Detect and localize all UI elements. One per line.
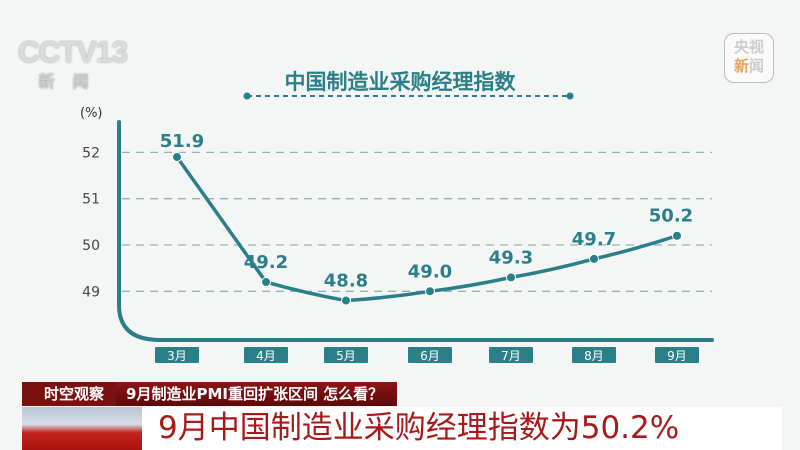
y-tick-label: 49 [82, 284, 100, 300]
logo-top: 央视 [733, 38, 764, 56]
logo-text: CCTV13 [18, 36, 128, 69]
x-tick-box [155, 347, 199, 363]
data-point [261, 277, 271, 288]
ticker-bottom: 9月中国制造业采购经理指数为50.2% [22, 407, 782, 450]
data-point [506, 272, 516, 283]
logo-b2: 闻 [749, 57, 765, 75]
cctv-news-logo: 央视 新闻 [724, 33, 774, 83]
title-dot-right [566, 92, 574, 100]
tiananmen-image [22, 407, 142, 450]
x-tick-label: 5月 [336, 349, 356, 363]
cctv13-logo: CCTV13 新闻 [18, 36, 128, 92]
logo-sub: 新闻 [38, 74, 107, 91]
data-label: 51.9 [160, 131, 204, 152]
x-tick-box [244, 347, 288, 363]
data-label: 49.2 [244, 252, 288, 273]
chart-title: 中国制造业采购经理指数 [284, 70, 516, 94]
data-point [172, 152, 182, 163]
data-point [341, 295, 351, 306]
headline: 9月中国制造业采购经理指数为50.2% [158, 410, 680, 446]
axis-line [117, 120, 714, 342]
data-label: 49.7 [572, 229, 616, 250]
x-tick-box [655, 347, 699, 363]
x-tick-box [324, 347, 368, 363]
x-tick-label: 6月 [420, 349, 440, 363]
series-line [175, 156, 678, 303]
y-tick-label: 50 [82, 238, 100, 254]
line-chart: (%) 49 50 51 52 3月 4月 5月 6月 7月 8月 9月 51.9 49.2 48.8 49.… [80, 92, 714, 363]
ticker-question: 9月制造业PMI重回扩张区间 怎么看？ [116, 382, 398, 406]
y-tick-label: 51 [82, 192, 100, 208]
x-tick-box [572, 347, 616, 363]
ticker-top: 时空观察 9月制造业PMI重回扩张区间 怎么看？ [22, 382, 398, 406]
program-tag: 时空观察 [22, 382, 117, 406]
data-label: 50.2 [649, 206, 693, 227]
data-point [589, 253, 599, 264]
x-tick-label: 3月 [167, 349, 187, 363]
x-tick-box [489, 347, 533, 363]
title-dot-left [243, 92, 251, 100]
data-label: 49.0 [408, 261, 452, 282]
data-point [672, 230, 682, 241]
data-label: 49.3 [489, 247, 533, 268]
data-point [425, 286, 435, 297]
logo-b1: 新 [733, 57, 749, 75]
x-tick-label: 7月 [501, 349, 521, 363]
x-tick-box [408, 347, 452, 363]
x-tick-label: 4月 [256, 349, 276, 363]
x-tick-label: 8月 [584, 349, 604, 363]
data-label: 48.8 [324, 271, 368, 292]
y-unit-label: (%) [80, 106, 103, 121]
y-tick-label: 52 [82, 145, 100, 161]
x-tick-label: 9月 [667, 349, 687, 363]
